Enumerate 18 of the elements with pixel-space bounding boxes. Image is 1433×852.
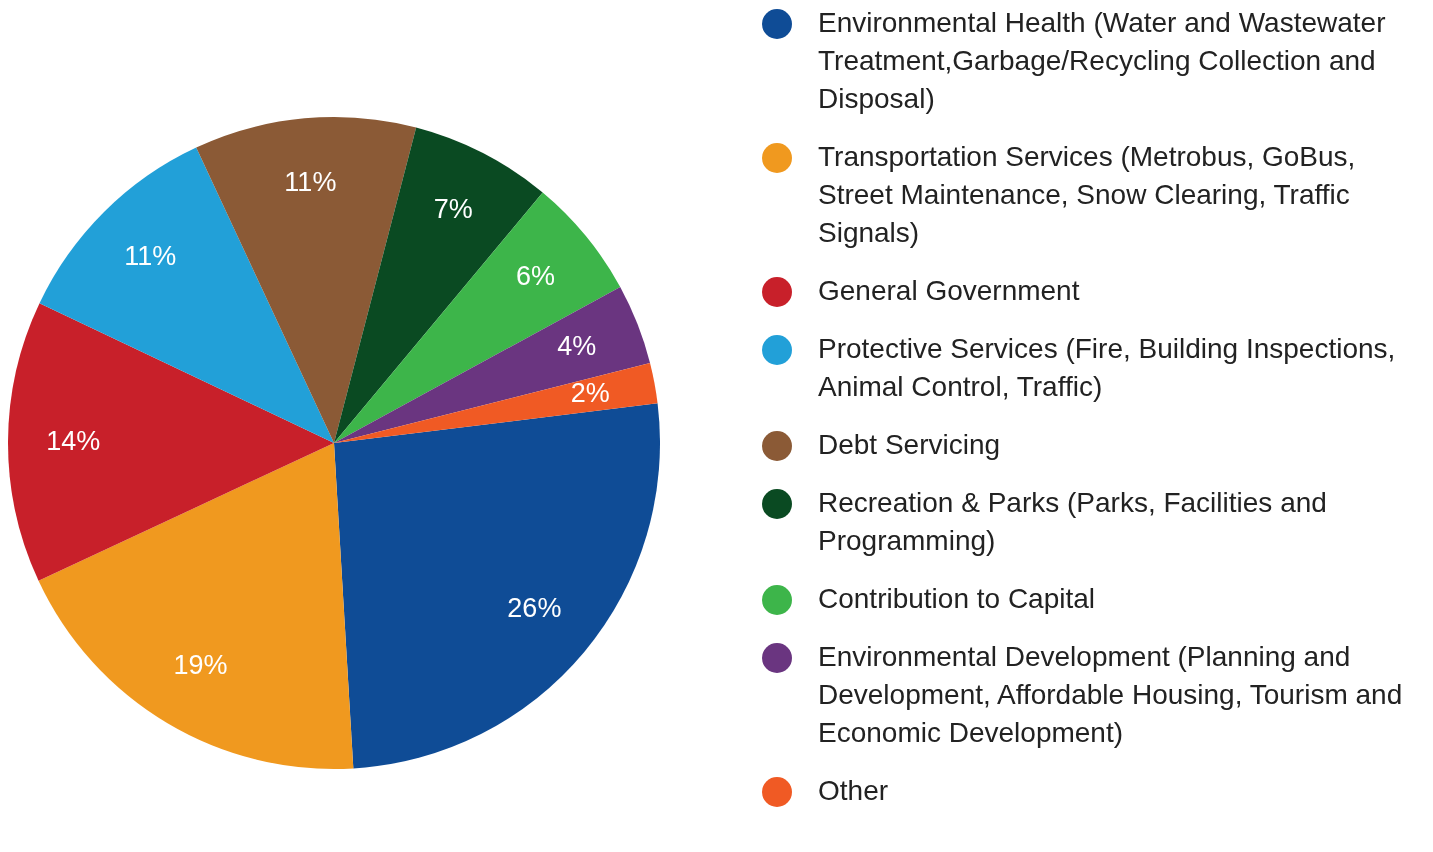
data-label: 2% [570,378,610,409]
data-label: 4% [557,331,597,362]
data-label: 11% [124,241,177,272]
legend-label: Contribution to Capital [818,582,1096,616]
legend-label: Other [818,774,889,808]
legend-label: Protective Services (Fire, Building Inspections, Animal Control, Traffic) [818,332,1397,404]
legend-label: Environmental Development (Planning and Development, Affordable Housing, Tourism and Economic Development) [818,640,1404,750]
data-label: 6% [516,260,556,291]
data-label: 7% [433,194,473,225]
data-label: 26% [507,593,562,624]
legend-label: General Government [818,274,1080,308]
data-label: 19% [173,650,228,681]
legend-label: Transportation Services (Metrobus, GoBus, Street Maintenance, Snow Clearing, Traffic Signals) [818,140,1357,250]
legend-label: Debt Servicing [818,428,1001,462]
data-label: 14% [46,425,101,456]
legend-label: Recreation & Parks (Parks, Facilities and Programming) [818,486,1328,558]
legend-label: Environmental Health (Water and Wastewater Treatment,Garbage/Recycling Collection and Disposal) [818,6,1387,116]
data-label: 11% [284,166,337,197]
